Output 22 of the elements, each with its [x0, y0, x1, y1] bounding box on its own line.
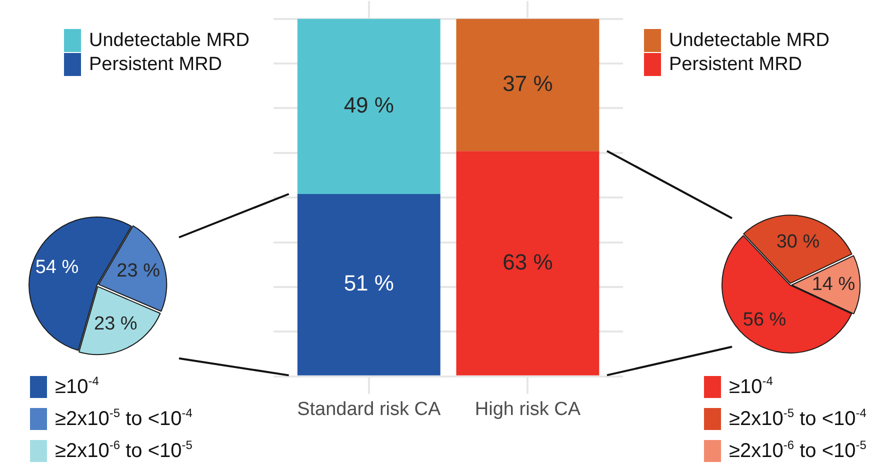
data-label: 37 %	[502, 71, 553, 96]
legend-label: ≥2x10$^{-5}$ to <10$^{-4}$	[729, 406, 866, 430]
legend-label: Undetectable MRD	[669, 30, 830, 52]
data-label: 23 %	[116, 260, 160, 282]
x-tick-label: High risk CA	[474, 398, 581, 420]
data-label: 51 %	[344, 270, 394, 296]
legend-label: Persistent MRD	[89, 54, 222, 76]
legend-label: ≥2x10$^{-6}$ to <10$^{-5}$	[729, 438, 866, 462]
data-label: 23 %	[94, 314, 138, 335]
x-tick-label: Standard risk CA	[297, 398, 442, 420]
data-label: 49 %	[344, 92, 394, 118]
data-label: 54 %	[35, 257, 79, 278]
data-label: 30 %	[776, 231, 820, 252]
legend-label: ≥2x10$^{-5}$ to <10$^{-4}$	[55, 406, 192, 430]
legend-label: ≥10$^{-4}$	[729, 374, 773, 398]
data-label: 56 %	[742, 310, 786, 331]
legend-label: Persistent MRD	[669, 54, 802, 76]
legend-label: ≥2x10$^{-6}$ to <10$^{-5}$	[55, 438, 192, 462]
legend-label: Undetectable MRD	[89, 30, 250, 52]
data-label: 14 %	[812, 274, 856, 296]
legend-label: ≥10$^{-4}$	[55, 374, 99, 398]
data-label: 63 %	[502, 249, 553, 274]
